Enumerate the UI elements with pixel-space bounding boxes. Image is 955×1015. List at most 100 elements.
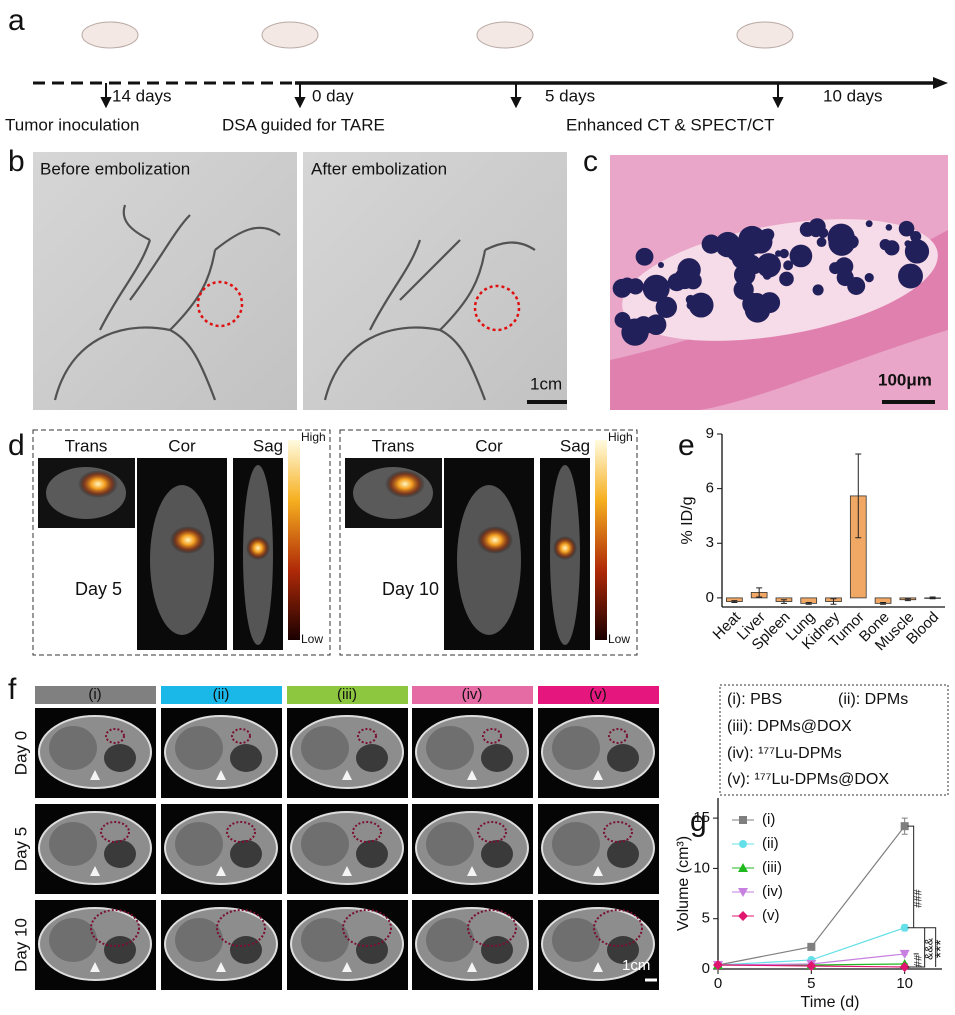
bead	[884, 240, 900, 256]
ct-organ	[301, 918, 349, 962]
ct-spine	[342, 962, 352, 972]
colorbar-label: High	[608, 430, 633, 444]
bead	[733, 264, 756, 286]
tumor-outline	[231, 728, 251, 744]
ct-spine	[593, 962, 603, 972]
marker-heads	[100, 97, 784, 109]
uptake	[553, 536, 577, 560]
ct-bowel	[607, 744, 639, 772]
legend-marker	[738, 911, 748, 921]
arrow-head	[933, 77, 948, 89]
y-tick-label: 0	[706, 589, 714, 606]
annotation: ###	[913, 889, 925, 908]
mouse-icon	[81, 21, 139, 49]
bead	[904, 240, 912, 247]
group-label: (iv)	[462, 686, 483, 703]
ct-bowel	[356, 936, 388, 964]
bead	[812, 284, 824, 296]
ct-spine	[216, 770, 226, 780]
tumor-outline	[603, 821, 633, 843]
bead	[742, 293, 765, 315]
tumor-outline	[342, 909, 392, 947]
view-label: Cor	[475, 436, 503, 455]
legend-label: (ii)	[762, 835, 779, 852]
group-legend: (i): PBS (ii): DPMs (iii): DPMs@DOX (iv)…	[719, 684, 949, 796]
view-label: Cor	[168, 436, 196, 455]
ct-bowel	[104, 744, 136, 772]
bead	[639, 255, 650, 266]
day-label: Day 10	[11, 918, 30, 972]
timeline: 14 days 0 day 5 days 10 days Tumor inocu…	[5, 21, 948, 134]
legend-label: (i)	[762, 811, 775, 828]
ct-bowel	[481, 840, 513, 868]
error-bar	[731, 600, 738, 603]
annotation: &&&	[924, 937, 936, 960]
ct-bowel	[481, 936, 513, 964]
legend-text: (ii): DPMs	[838, 691, 908, 708]
colorbar-label: Low	[608, 632, 630, 646]
tumor-circle	[473, 284, 521, 332]
bead	[701, 234, 721, 254]
ct-bowel	[607, 840, 639, 868]
panel-frame	[32, 429, 331, 656]
mouse-icon	[261, 21, 319, 49]
ct-organ	[301, 726, 349, 770]
event-label: Enhanced CT & SPECT/CT	[566, 115, 775, 134]
legend-text: (iv): ¹⁷⁷Lu-DPMs	[727, 745, 842, 762]
panel-label: a	[8, 4, 25, 37]
angiogram-before	[33, 152, 297, 410]
mouse-icon	[736, 21, 794, 49]
view-label: Sag	[560, 436, 590, 455]
group-label: (v)	[589, 686, 607, 703]
bead	[726, 241, 747, 262]
bead	[910, 230, 922, 243]
day-label: Day 5	[11, 827, 30, 871]
ct-organ	[49, 918, 97, 962]
bead	[816, 237, 827, 248]
legend-text: (i): PBS	[727, 691, 782, 708]
ct-organ	[175, 726, 223, 770]
group-header	[538, 686, 659, 704]
vessels	[323, 239, 536, 401]
bead	[645, 284, 661, 300]
figure-body: a b c d e f g 14 days 0 day 5 days 10 da…	[5, 4, 949, 990]
legend-marker	[739, 840, 747, 848]
interval-label: 14 days	[112, 86, 172, 105]
error-bar	[929, 596, 936, 600]
y-axis-label: % ID/g	[679, 496, 696, 544]
y-tick-label: 0	[702, 960, 710, 977]
view-label: Trans	[372, 436, 415, 455]
tumor-outline	[352, 821, 382, 843]
ct-organ	[552, 918, 600, 962]
ct-spine	[90, 770, 100, 780]
marker	[713, 959, 723, 970]
error-bar	[805, 601, 812, 605]
panel-label: e	[678, 429, 695, 462]
tumor-outline	[467, 909, 517, 947]
bead	[799, 222, 815, 237]
ct-bowel	[356, 840, 388, 868]
scale-bar-label: 1cm	[622, 957, 650, 974]
ct-bowel	[104, 936, 136, 964]
ct-bowel	[230, 744, 262, 772]
bead	[885, 224, 893, 231]
bead	[817, 227, 829, 239]
cor-body	[457, 485, 521, 635]
angiogram-after	[303, 152, 567, 410]
uptake	[170, 526, 206, 554]
bead	[612, 278, 632, 298]
error-bar	[780, 599, 787, 604]
ct-spine	[216, 866, 226, 876]
marker	[807, 942, 816, 951]
ct-organ	[552, 822, 600, 866]
interval-label: 0 day	[312, 86, 354, 105]
tumor-outline	[593, 909, 643, 947]
x-tick-label: 0	[714, 975, 722, 992]
legend-label: (iii)	[762, 859, 782, 876]
bead	[614, 312, 631, 328]
tumor-outline	[100, 821, 130, 843]
event-label: DSA guided for TARE	[222, 115, 385, 134]
uptake	[246, 536, 270, 560]
spect-panels: Trans Cor Sag High Low Day 5 Trans Cor Sag High Lo…	[32, 429, 638, 656]
ct-bowel	[481, 744, 513, 772]
